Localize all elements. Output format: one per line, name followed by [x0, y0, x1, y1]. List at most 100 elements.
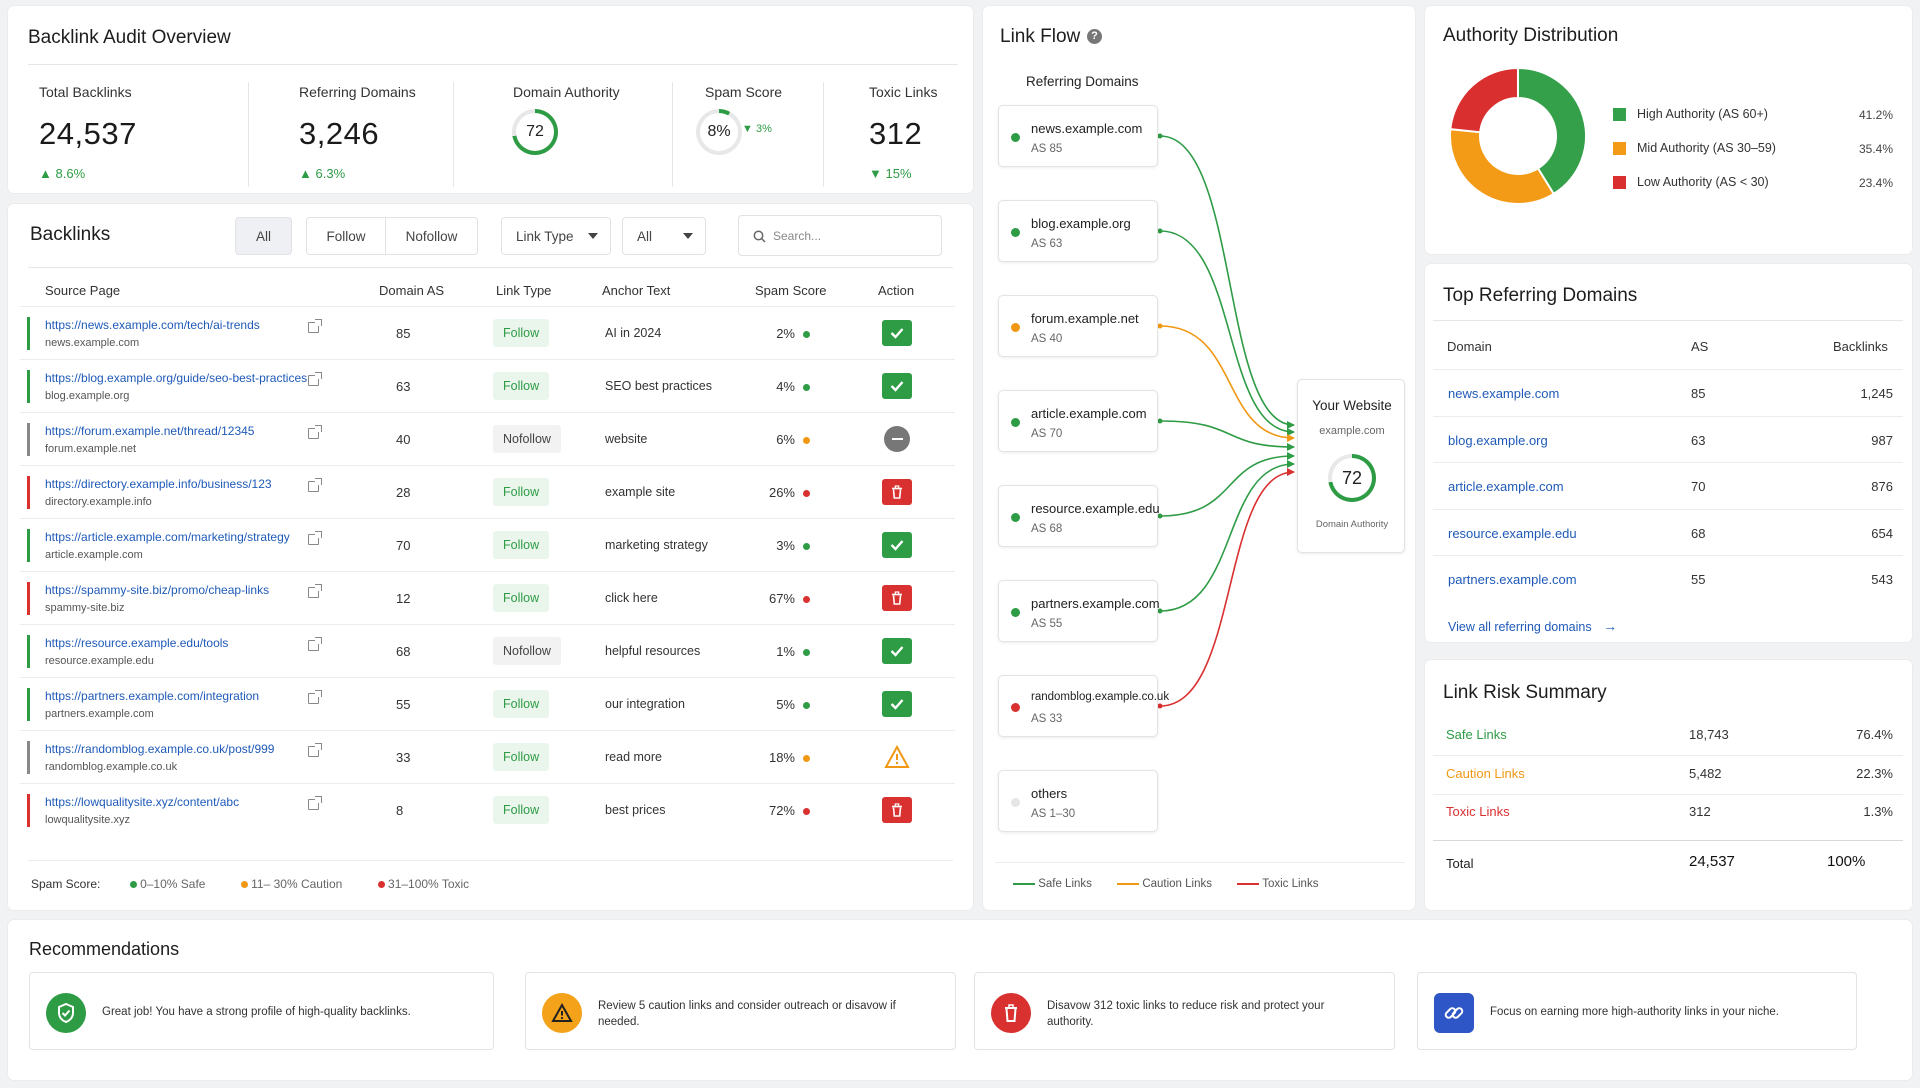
disavow-button[interactable] — [882, 585, 912, 611]
domain-row: partners.example.com 55 543 — [1433, 572, 1903, 592]
recommendation-3[interactable]: Disavow 312 toxic links to reduce risk a… — [974, 972, 1395, 1050]
check-icon — [890, 328, 904, 339]
source-url-link[interactable]: https://blog.example.org/guide/seo-best-… — [45, 371, 308, 385]
domain-link[interactable]: article.example.com — [1448, 479, 1564, 494]
referring-domain-node[interactable]: resource.example.edu AS 68 — [998, 485, 1160, 547]
external-link-icon[interactable] — [308, 796, 322, 810]
ignore-button[interactable] — [884, 426, 910, 452]
link-type-badge: Follow — [493, 690, 550, 718]
external-link-icon[interactable] — [308, 372, 322, 386]
source-domain: partners.example.com — [45, 708, 154, 720]
external-link-icon[interactable] — [308, 637, 322, 651]
domain-as: 8 — [396, 803, 404, 818]
source-url-link[interactable]: https://directory.example.info/business/… — [45, 477, 272, 491]
filter-all-button[interactable]: All — [235, 217, 292, 255]
domain-link[interactable]: resource.example.edu — [1448, 525, 1577, 541]
risk-count: 312 — [1689, 804, 1711, 819]
recommendations-title: Recommendations — [29, 939, 180, 959]
domain-link[interactable]: news.example.com — [1448, 386, 1560, 401]
referring-domain-node[interactable]: article.example.com AS 70 — [998, 390, 1158, 452]
kpi-delta: ▼ 15% — [869, 166, 912, 181]
referring-domain-node[interactable]: others AS 1–30 — [998, 770, 1158, 832]
risk-dot — [1011, 608, 1020, 617]
source-domain: spammy-site.biz — [45, 602, 125, 614]
approve-button[interactable] — [882, 638, 912, 664]
link-type-select[interactable]: Link Type — [501, 217, 611, 255]
source-url-link[interactable]: https://randomblog.example.co.uk/post/99… — [45, 742, 275, 756]
referring-domain-node[interactable]: blog.example.org AS 63 — [998, 200, 1158, 262]
approve-button[interactable] — [882, 320, 912, 346]
external-link-icon[interactable] — [308, 319, 322, 333]
external-link-icon[interactable] — [308, 584, 322, 598]
risk-count: 18,743 — [1689, 727, 1729, 742]
spam-score: 26% — [755, 485, 810, 500]
col-backlinks: Backlinks — [1833, 339, 1888, 354]
source-url-link[interactable]: https://forum.example.net/thread/12345 — [45, 424, 255, 438]
kpi-label: Spam Score — [705, 84, 783, 100]
kpi-referring-domains: Referring Domains 3,246 ▲ 6.3% — [299, 84, 416, 181]
gauge-value: 72 — [516, 113, 554, 151]
kpi-label: Total Backlinks — [39, 84, 132, 100]
filter-follow-button[interactable]: Follow — [306, 217, 386, 255]
search-input[interactable]: Search... — [738, 215, 942, 256]
view-all-domains-link[interactable]: View all referring domains → — [1448, 618, 1618, 634]
trend-down-icon: ▼ — [742, 123, 753, 135]
external-link-icon[interactable] — [308, 690, 322, 704]
table-row: https://resource.example.edu/tools resour… — [20, 624, 955, 677]
external-link-icon[interactable] — [308, 478, 322, 492]
kpi-value: 24,537 — [39, 116, 137, 151]
referring-domain-node[interactable]: news.example.com AS 85 — [998, 105, 1158, 167]
approve-button[interactable] — [882, 691, 912, 717]
source-domain: forum.example.net — [45, 443, 137, 455]
approve-button[interactable] — [882, 373, 912, 399]
recommendation-1[interactable]: Great job! You have a strong profile of … — [29, 972, 494, 1050]
spam-status-dot — [803, 702, 810, 709]
donut-slice — [1449, 128, 1556, 205]
table-row: https://blog.example.org/guide/seo-best-… — [20, 359, 955, 412]
kpi-delta: ▲ 8.6% — [39, 166, 86, 181]
approve-button[interactable] — [882, 532, 912, 558]
source-url-link[interactable]: https://article.example.com/marketing/st… — [45, 530, 290, 544]
spam-status-dot — [803, 543, 810, 550]
recommendation-4[interactable]: Focus on earning more high-authority lin… — [1417, 972, 1857, 1050]
disavow-button[interactable] — [882, 797, 912, 823]
kpi-domain-authority: Domain Authority — [513, 84, 620, 116]
source-url-link[interactable]: https://resource.example.edu/tools — [45, 636, 229, 650]
disavow-button[interactable] — [882, 479, 912, 505]
chevron-down-icon — [588, 233, 598, 239]
source-url-link[interactable]: https://news.example.com/tech/ai-trends — [45, 318, 260, 332]
review-button[interactable] — [882, 744, 912, 770]
referring-domain-node[interactable]: randomblog.example.co.uk AS 33 — [998, 675, 1169, 737]
recommendation-2[interactable]: Review 5 caution links and consider outr… — [525, 972, 956, 1050]
external-link-icon[interactable] — [308, 531, 322, 545]
node-domain: news.example.com — [1031, 121, 1143, 136]
table-row: https://directory.example.info/business/… — [20, 465, 955, 518]
spam-score-gauge: 8% — [696, 109, 742, 155]
domain-link[interactable]: blog.example.org — [1448, 432, 1548, 448]
trash-icon — [892, 485, 902, 499]
domain-as: 55 — [1691, 572, 1706, 587]
domain-as: 55 — [396, 697, 411, 712]
node-domain: randomblog.example.co.uk — [1031, 691, 1170, 703]
referring-domain-node[interactable]: partners.example.com AS 55 — [998, 580, 1160, 642]
filter-nofollow-button[interactable]: Nofollow — [385, 217, 478, 255]
source-url-link[interactable]: https://spammy-site.biz/promo/cheap-link… — [45, 583, 270, 597]
external-link-icon[interactable] — [308, 425, 322, 439]
link-type-badge: Follow — [493, 796, 550, 824]
anchor-text: website — [605, 432, 648, 446]
source-url-link[interactable]: https://lowqualitysite.xyz/content/abc — [45, 795, 240, 809]
node-as: AS 70 — [1031, 428, 1063, 440]
anchor-text: marketing strategy — [605, 538, 708, 552]
external-link-icon[interactable] — [308, 743, 322, 757]
status-select[interactable]: All — [622, 217, 706, 255]
help-icon[interactable]: ? — [1087, 29, 1102, 44]
anchor-text: example site — [605, 485, 676, 499]
anchor-text: helpful resources — [605, 644, 701, 658]
source-url-link[interactable]: https://partners.example.com/integration — [45, 689, 260, 703]
spam-status-dot — [803, 490, 810, 497]
referring-domain-node[interactable]: forum.example.net AS 40 — [998, 295, 1158, 357]
safe-dot — [129, 881, 137, 888]
spam-legend: Spam Score: 0–10% Safe 11– 30% Caution 3… — [31, 877, 470, 891]
domain-link[interactable]: partners.example.com — [1448, 572, 1577, 587]
recommendation-text: Great job! You have a strong profile of … — [102, 1006, 411, 1018]
